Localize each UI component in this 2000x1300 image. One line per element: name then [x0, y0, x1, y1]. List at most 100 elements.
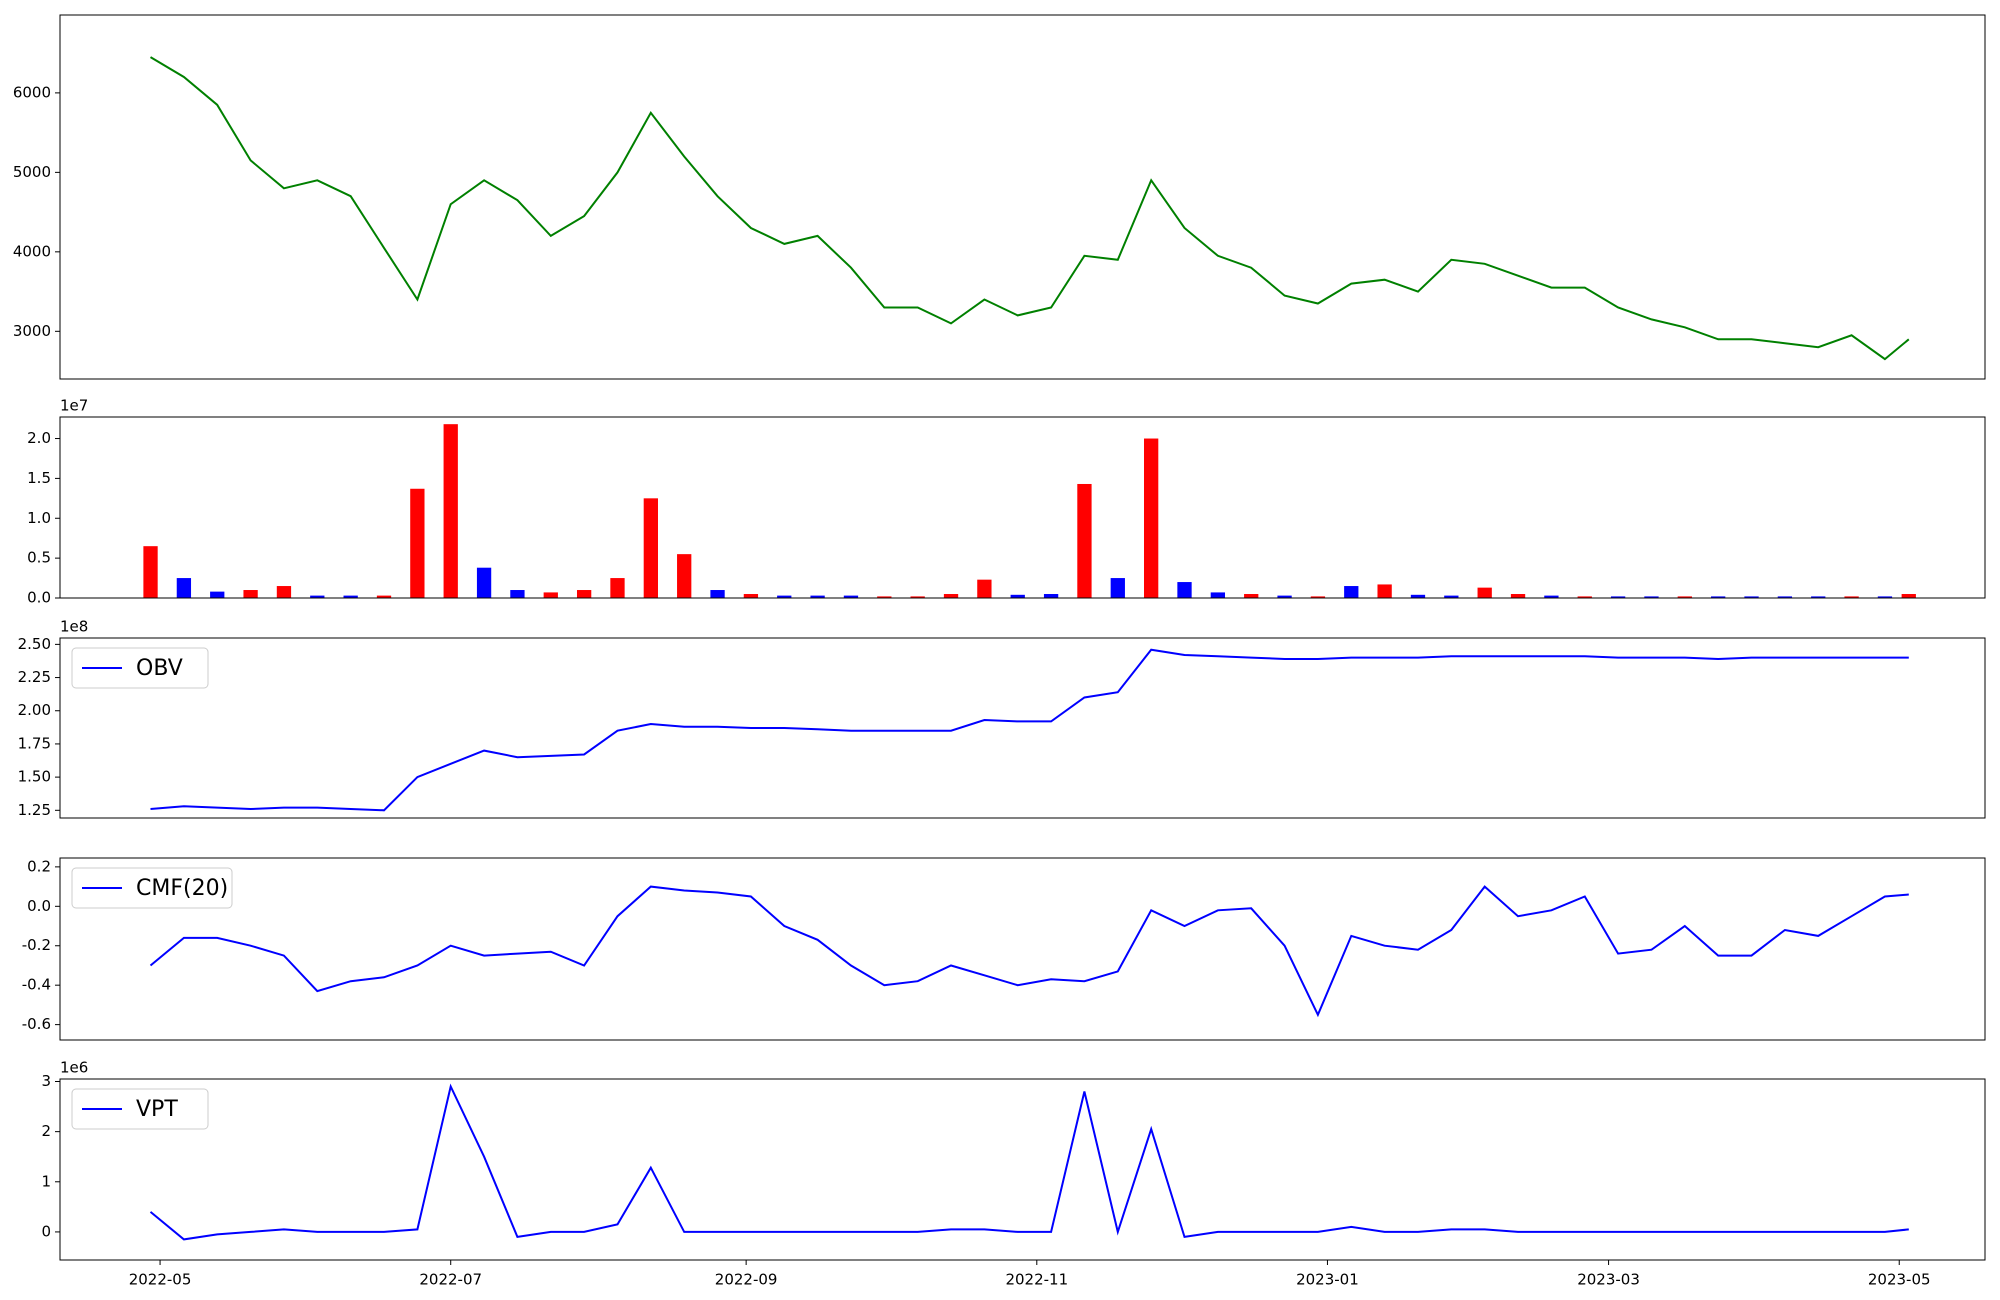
volume-bar [243, 590, 258, 598]
y-tick-label: 2.0 [27, 429, 51, 447]
volume-bar [643, 498, 658, 598]
y-tick-label: 5000 [13, 163, 51, 181]
volume-bar [1811, 596, 1826, 598]
x-tick-label: 2022-07 [419, 1271, 482, 1289]
volume-bar [1077, 483, 1092, 598]
volume-bar [376, 595, 392, 598]
volume-bar [1877, 596, 1893, 598]
volume-bar [1043, 594, 1059, 598]
volume-bar [1377, 584, 1392, 598]
offset-label: 1e8 [60, 618, 88, 636]
y-tick-label: -0.4 [22, 976, 51, 994]
volume-bar [1901, 594, 1916, 598]
x-tick-label: 2022-11 [1005, 1271, 1068, 1289]
y-tick-label: 0 [41, 1222, 51, 1240]
volume-bar [1777, 596, 1793, 598]
volume-bar [1144, 438, 1159, 598]
volume-bar [410, 488, 425, 598]
series-line [149, 56, 1910, 361]
y-tick-label: 3000 [13, 322, 51, 340]
volume-bar [543, 592, 558, 598]
volume-bar [1177, 582, 1192, 598]
y-tick-label: 0.5 [27, 549, 51, 567]
y-tick-label: 2.00 [18, 701, 51, 719]
y-tick-label: 1.75 [18, 734, 51, 752]
volume-bar [677, 554, 692, 598]
volume-bar [476, 567, 492, 598]
legend-box [71, 1088, 209, 1130]
volume-bar [1477, 587, 1492, 598]
y-tick-label: 0.2 [27, 857, 51, 875]
y-tick-label: 1 [41, 1172, 51, 1190]
y-tick-label: 6000 [13, 83, 51, 101]
volume-bar [743, 594, 759, 598]
volume-bar [877, 596, 892, 598]
x-tick-label: 2023-05 [1868, 1271, 1931, 1289]
y-tick-label: 4000 [13, 242, 51, 260]
legend-label: OBV [136, 656, 183, 681]
volume-bar [343, 595, 358, 598]
volume-bar [576, 590, 592, 598]
y-tick-label: 1.50 [18, 768, 51, 786]
x-tick-label: 2022-09 [715, 1271, 778, 1289]
volume-bar [443, 424, 458, 598]
axes-frame [59, 14, 1986, 380]
volume-bar [943, 594, 959, 598]
volume-bar [1344, 586, 1359, 598]
series-line [149, 1083, 1909, 1241]
volume-bar [843, 595, 859, 598]
volume-bar [210, 591, 225, 598]
axes-frame [59, 637, 1986, 819]
volume-bar [1210, 592, 1226, 598]
volume-bar [610, 578, 625, 598]
volume-bar [1844, 596, 1859, 598]
y-tick-label: 3 [41, 1072, 51, 1090]
volume-bar [1010, 594, 1025, 598]
axes-frame [59, 1078, 1986, 1261]
volume-bar [1711, 596, 1726, 598]
y-tick-label: -0.2 [22, 936, 51, 954]
series-line [149, 885, 1909, 1018]
volume-bar [1644, 596, 1659, 598]
volume-bar [510, 590, 525, 598]
legend-label: CMF(20) [136, 876, 228, 901]
volume-bar [276, 586, 292, 598]
y-tick-label: 1.25 [18, 801, 51, 819]
volume-bar [1244, 594, 1259, 598]
legend-box [71, 647, 209, 689]
volume-bar [143, 546, 158, 598]
volume-bar [1444, 595, 1459, 598]
volume-bar [1310, 596, 1326, 598]
volume-bar [1610, 596, 1626, 598]
volume-bar [1110, 578, 1125, 598]
x-tick-label: 2022-05 [129, 1271, 192, 1289]
axes-frame [59, 416, 1986, 599]
volume-bar [1677, 596, 1692, 598]
volume-bar [810, 595, 825, 598]
offset-label: 1e6 [60, 1059, 88, 1077]
volume-bar [1577, 596, 1592, 598]
volume-bar [310, 595, 325, 598]
y-tick-label: 2.50 [18, 635, 51, 653]
volume-bar [1744, 596, 1759, 598]
legend-box [71, 867, 233, 909]
volume-bar [176, 578, 192, 598]
series-line [150, 648, 1909, 812]
legend-label: VPT [136, 1097, 178, 1122]
axes-frame [59, 857, 1986, 1041]
volume-bar [710, 590, 725, 598]
y-tick-label: 1.0 [27, 509, 51, 527]
x-tick-label: 2023-03 [1577, 1271, 1640, 1289]
volume-bar [1277, 595, 1292, 598]
y-tick-label: 2.25 [18, 668, 51, 686]
y-tick-label: 1.5 [27, 469, 51, 487]
y-tick-label: -0.6 [22, 1015, 51, 1033]
volume-bar [910, 596, 925, 598]
volume-bar [1544, 595, 1559, 598]
y-tick-label: 0.0 [27, 589, 51, 607]
y-tick-label: 0.0 [27, 897, 51, 915]
x-tick-label: 2023-01 [1296, 1271, 1359, 1289]
volume-bar [1510, 594, 1526, 598]
volume-bar [777, 595, 792, 598]
